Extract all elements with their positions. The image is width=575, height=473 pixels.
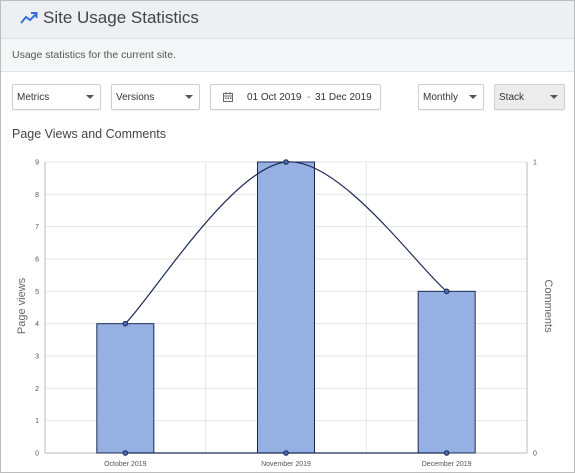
- x-tick-label: November 2019: [261, 461, 311, 468]
- page-views-comments-chart: 0 1 2 3 4 5 6 7 8 9 0 1 October 2019 November 2019 D…: [16, 159, 554, 468]
- point-trend: [122, 320, 129, 327]
- bar-page-views: [96, 323, 155, 454]
- y-left-tick-label: 0: [35, 451, 39, 458]
- calendar-icon: [223, 92, 233, 102]
- date-separator: -: [307, 92, 311, 103]
- chevron-down-icon: [469, 95, 477, 99]
- page-title: Site Usage Statistics: [43, 8, 199, 27]
- metrics-select-label: Metrics: [17, 92, 50, 103]
- y-axis-left-title: Page views: [16, 277, 28, 334]
- y-left-tick-label: 4: [35, 321, 39, 328]
- trending-up-icon: [20, 12, 38, 24]
- y-left-tick-label: 6: [35, 257, 39, 264]
- mode-select[interactable]: Stack: [494, 84, 565, 110]
- metrics-select[interactable]: Metrics: [12, 84, 101, 110]
- x-tick-label: December 2019: [422, 461, 472, 468]
- interval-select-label: Monthly: [423, 92, 459, 103]
- chevron-down-icon: [185, 95, 193, 99]
- end-date-input[interactable]: 31 Dec 2019: [315, 92, 372, 103]
- y-left-tick-label: 8: [35, 192, 39, 199]
- mode-select-label: Stack: [499, 92, 525, 103]
- y-left-tick-label: 2: [35, 386, 39, 393]
- bar-page-views: [417, 290, 476, 454]
- point-comments: [443, 450, 450, 456]
- interval-select[interactable]: Monthly: [418, 84, 484, 110]
- y-left-tick-label: 9: [35, 160, 39, 167]
- x-tick-label: October 2019: [104, 461, 147, 468]
- start-date-input[interactable]: 01 Oct 2019: [247, 92, 302, 103]
- chevron-down-icon: [86, 95, 94, 99]
- point-trend: [283, 159, 289, 165]
- y-left-tick-label: 3: [35, 354, 39, 361]
- date-range-picker[interactable]: 01 Oct 2019 - 31 Dec 2019: [210, 84, 381, 110]
- y-right-tick-label: 1: [533, 160, 537, 167]
- y-left-tick-label: 7: [35, 224, 39, 231]
- point-trend: [443, 288, 450, 295]
- versions-select-label: Versions: [116, 92, 155, 103]
- description-bar: Usage statistics for the current site.: [1, 39, 574, 72]
- point-comments: [283, 450, 289, 456]
- y-left-tick-label: 1: [35, 418, 39, 425]
- versions-select[interactable]: Versions: [111, 84, 200, 110]
- y-left-tick-label: 5: [35, 289, 39, 296]
- page-description: Usage statistics for the current site.: [12, 49, 176, 61]
- y-right-tick-label: 0: [533, 451, 537, 458]
- chart-title: Page Views and Comments: [12, 127, 167, 141]
- point-comments: [122, 450, 129, 456]
- title-bar: Site Usage Statistics: [1, 1, 574, 39]
- chevron-down-icon: [550, 95, 558, 99]
- bar-page-views: [257, 161, 315, 454]
- y-axis-right-title: Comments: [542, 279, 554, 333]
